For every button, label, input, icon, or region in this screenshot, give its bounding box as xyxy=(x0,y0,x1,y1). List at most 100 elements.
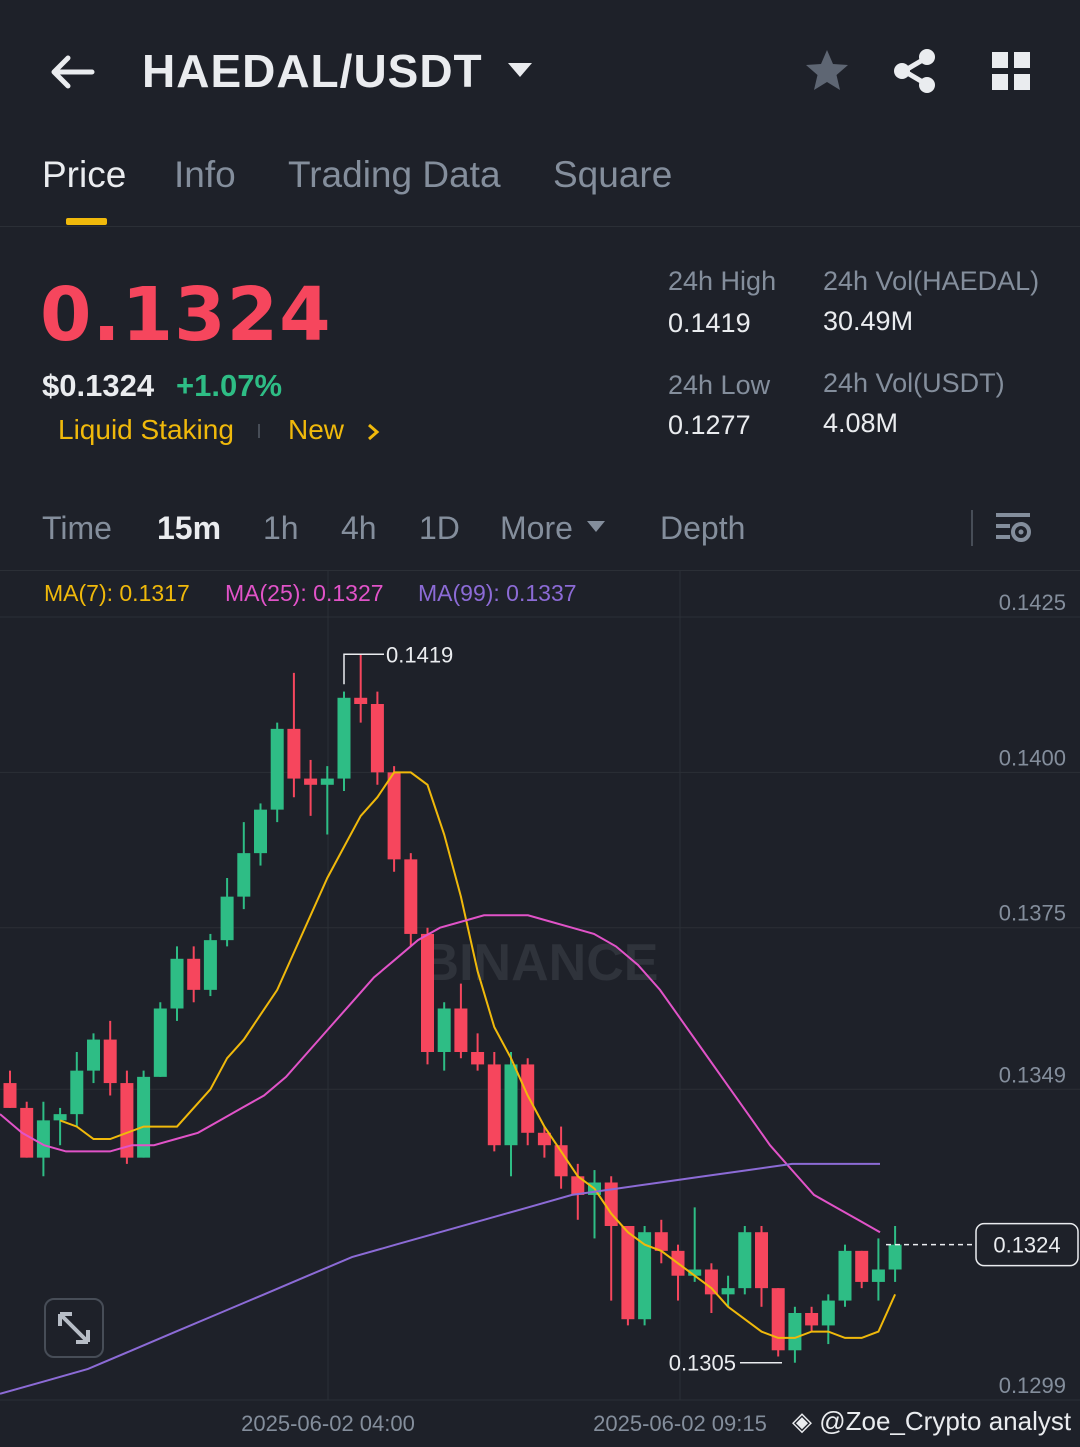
y-tick-label: 0.1349 xyxy=(999,1062,1066,1087)
candle-body xyxy=(521,1064,535,1133)
candle-body xyxy=(704,1269,718,1295)
arrow-left-icon[interactable] xyxy=(44,48,98,96)
candle-body xyxy=(471,1052,485,1065)
tab-trading-data[interactable]: Trading Data xyxy=(288,154,501,195)
candle-body xyxy=(755,1232,768,1289)
interval-time[interactable]: Time xyxy=(42,510,112,546)
tag-separator xyxy=(258,424,260,438)
stat-24h-vol-quote-label: 24h Vol(USDT) xyxy=(823,368,1005,398)
candle-body xyxy=(304,778,318,785)
candle-body xyxy=(137,1076,151,1158)
candle-body xyxy=(821,1300,835,1326)
ma25-line xyxy=(0,914,881,1234)
candle-body xyxy=(320,778,334,785)
depth-tab[interactable]: Depth xyxy=(660,510,746,546)
stat-24h-vol-quote-value: 4.08M xyxy=(823,408,899,438)
candle-body xyxy=(838,1250,852,1301)
candle-body xyxy=(20,1107,34,1158)
candle-body xyxy=(487,1064,501,1146)
candle-body xyxy=(170,958,184,1009)
candle-body xyxy=(721,1288,735,1295)
current-price-box xyxy=(975,1222,1079,1267)
x-tick-label: 2025-06-02 04:00 xyxy=(241,1411,415,1436)
candle-body xyxy=(421,933,434,1052)
high-annotation: 0.1419 xyxy=(386,642,453,667)
candle-body xyxy=(203,940,217,990)
chart-settings-icon[interactable] xyxy=(994,508,1032,546)
caret-down-icon[interactable] xyxy=(506,60,534,80)
candle-body xyxy=(621,1226,635,1320)
candle-body xyxy=(70,1070,84,1115)
candle-body xyxy=(454,1008,468,1052)
price-change-percent: +1.07% xyxy=(176,368,283,403)
ma7-line xyxy=(59,771,897,1339)
candle-body xyxy=(387,772,401,860)
star-icon[interactable] xyxy=(802,46,852,96)
credit-handle: @Zoe_Crypto analyst xyxy=(819,1406,1072,1436)
ma99-line xyxy=(0,1162,880,1395)
candle-body xyxy=(270,728,284,810)
ma25-legend: MA(25): 0.1327 xyxy=(225,580,384,606)
candle-body xyxy=(237,853,251,897)
candle-body xyxy=(370,704,384,773)
candle-body xyxy=(187,958,201,990)
y-tick-label: 0.1425 xyxy=(999,590,1066,615)
usd-price: $0.1324 xyxy=(42,368,155,403)
tab-square[interactable]: Square xyxy=(553,154,673,195)
y-tick-label: 0.1400 xyxy=(999,745,1066,770)
interval-15m[interactable]: 15m xyxy=(157,510,222,546)
candle-body xyxy=(404,859,418,934)
interval-separator xyxy=(971,510,973,546)
candle-body xyxy=(87,1039,100,1071)
candle-body xyxy=(36,1120,50,1158)
interval-more[interactable]: More xyxy=(500,510,573,546)
tab-info[interactable]: Info xyxy=(174,154,236,195)
candlestick-chart[interactable]: BINANCE 0.1419 0.1305 0.1324 0.1425 0.1400 0… xyxy=(0,570,1080,1447)
candle-body xyxy=(654,1232,668,1251)
stat-24h-vol-base-value: 30.49M xyxy=(823,306,914,336)
candle-body xyxy=(437,1008,451,1052)
current-price-label: 0.1324 xyxy=(993,1233,1060,1258)
chart-divider xyxy=(0,570,1080,571)
candle-body xyxy=(571,1176,585,1195)
binance-logo-icon: ◈ xyxy=(792,1406,812,1436)
candle-body xyxy=(504,1064,518,1146)
expand-chart-button[interactable] xyxy=(44,1298,104,1358)
candle-body xyxy=(871,1269,885,1282)
candle-body xyxy=(287,728,301,779)
tag-new[interactable]: New xyxy=(288,414,345,445)
grid-icon[interactable] xyxy=(988,48,1034,94)
chevron-right-icon[interactable] xyxy=(366,422,380,442)
candle-body xyxy=(537,1132,551,1146)
stat-24h-low-label: 24h Low xyxy=(668,370,771,400)
stat-24h-low-value: 0.1277 xyxy=(668,410,751,440)
candle-body xyxy=(354,697,368,704)
stat-24h-vol-base-label: 24h Vol(HAEDAL) xyxy=(823,266,1040,296)
tab-price[interactable]: Price xyxy=(42,154,127,195)
active-tab-indicator xyxy=(66,218,107,225)
candle-body xyxy=(153,1008,167,1077)
candle-body xyxy=(254,809,267,854)
candle-body xyxy=(638,1232,652,1320)
interval-4h[interactable]: 4h xyxy=(341,510,377,546)
credit-text: ◈ @Zoe_Crypto analyst xyxy=(792,1406,1071,1437)
ma7-legend: MA(7): 0.1317 xyxy=(44,580,190,606)
stat-24h-high-value: 0.1419 xyxy=(668,308,751,338)
candle-body xyxy=(337,697,351,779)
candle-body xyxy=(103,1039,117,1084)
tag-liquid-staking[interactable]: Liquid Staking xyxy=(58,414,234,445)
candle-body xyxy=(855,1250,869,1282)
candle-body xyxy=(120,1083,134,1158)
candle-body xyxy=(788,1313,802,1351)
interval-1h[interactable]: 1h xyxy=(263,510,299,546)
pair-title[interactable]: HAEDAL/USDT xyxy=(142,45,483,97)
caret-down-icon[interactable] xyxy=(586,520,606,534)
share-icon[interactable] xyxy=(890,46,940,96)
binance-watermark: BINANCE xyxy=(422,934,659,992)
interval-1d[interactable]: 1D xyxy=(419,510,460,546)
stat-24h-high-label: 24h High xyxy=(668,266,777,296)
ma99-legend: MA(99): 0.1337 xyxy=(418,580,577,606)
candle-body xyxy=(738,1232,752,1289)
high-marker-line xyxy=(343,653,384,685)
candle-body xyxy=(805,1313,819,1326)
